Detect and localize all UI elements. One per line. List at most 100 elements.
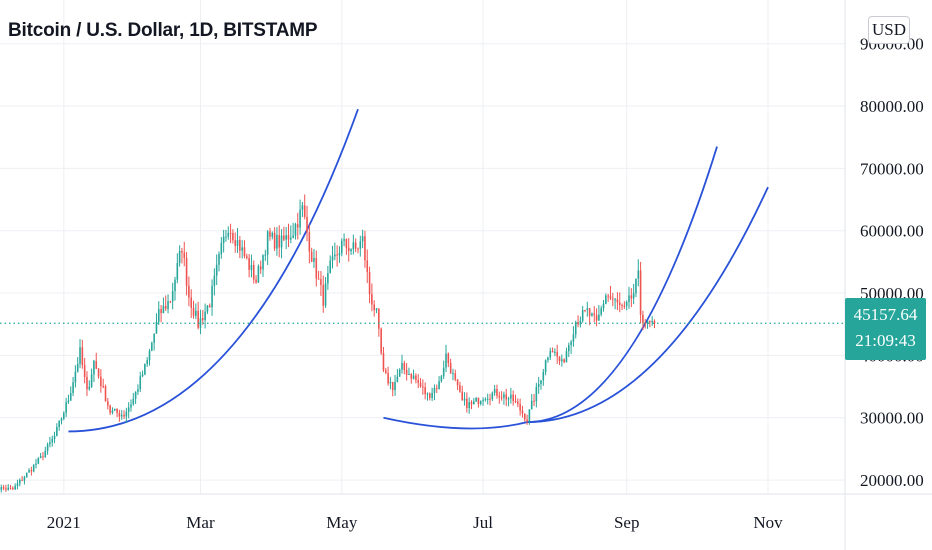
candle-body: [440, 376, 443, 382]
candle-body: [447, 353, 450, 364]
candle-body: [415, 375, 417, 381]
candle-body: [104, 386, 107, 402]
candle-body: [195, 310, 197, 316]
candle-body: [181, 250, 183, 253]
candle-body: [155, 321, 158, 334]
candle-body: [86, 376, 88, 390]
candlestick-series: [0, 194, 656, 493]
rounding-bottom-curves: [68, 108, 769, 433]
candle-body: [352, 242, 355, 250]
candle-body: [364, 236, 366, 261]
candle-body: [167, 301, 169, 309]
candle-body: [479, 401, 482, 404]
candle-body: [354, 242, 357, 249]
candle-body: [211, 285, 213, 308]
candle-body: [317, 278, 320, 280]
candle-body: [329, 260, 331, 274]
candle-body: [544, 360, 547, 372]
candle-body: [642, 314, 644, 323]
candle-body: [422, 386, 424, 388]
candle-body: [322, 285, 325, 306]
candle-body: [435, 388, 438, 390]
candle-body: [542, 371, 545, 381]
candle-body: [162, 305, 165, 314]
candle-body: [343, 239, 345, 241]
candle-body: [213, 275, 216, 286]
candle-body: [505, 394, 508, 400]
candle-body: [535, 386, 538, 402]
candle-body: [533, 400, 535, 402]
price-axis-label: 30000.00: [860, 409, 924, 428]
candle-body: [169, 301, 172, 303]
time-axis-label: Mar: [186, 513, 215, 532]
candle-body: [517, 401, 519, 405]
candle-body: [463, 398, 466, 401]
candle-body: [271, 232, 274, 237]
candle-body: [528, 409, 531, 422]
candle-body: [616, 299, 619, 303]
candle-body: [176, 263, 179, 280]
candle-body: [371, 294, 373, 305]
candle-body: [72, 382, 74, 394]
last-price-tag: 45157.64 21:09:43: [845, 298, 926, 360]
candle-body: [132, 398, 135, 405]
candle-body: [63, 412, 65, 419]
candle-body: [412, 375, 415, 379]
candle-body: [649, 320, 651, 323]
candle-body: [394, 381, 396, 391]
candle-body: [431, 392, 433, 398]
candle-body: [42, 456, 44, 458]
candle-body: [398, 369, 401, 377]
candle-body: [614, 299, 616, 301]
candle-body: [605, 295, 607, 304]
candle-body: [107, 401, 109, 406]
candle-body: [558, 356, 561, 362]
candle-body: [118, 412, 121, 417]
candle-body: [204, 311, 206, 321]
candle-body: [359, 241, 362, 249]
candle-body: [232, 233, 234, 241]
candle-body: [327, 273, 329, 284]
candle-body: [523, 413, 526, 420]
candle-body: [628, 295, 630, 302]
candle-body: [7, 487, 10, 490]
candle-body: [324, 283, 327, 306]
candle-body: [519, 404, 521, 411]
candle-body: [310, 251, 313, 262]
candle-body: [18, 479, 21, 484]
candle-body: [58, 420, 60, 427]
candle-body: [206, 305, 209, 312]
candle-body: [405, 369, 408, 375]
candle-body: [79, 347, 81, 364]
candle-body: [639, 270, 642, 315]
candle-body: [53, 435, 56, 439]
candle-body: [561, 359, 563, 362]
candle-body: [653, 320, 656, 324]
candle-body: [285, 235, 287, 240]
candle-body: [259, 266, 262, 270]
candle-body: [146, 360, 148, 364]
candle-body: [225, 236, 227, 238]
candle-body: [593, 313, 596, 316]
candle-body: [602, 303, 605, 309]
candle-body: [51, 438, 54, 443]
candle-body: [635, 278, 637, 294]
candle-body: [565, 351, 568, 363]
candle-body: [611, 298, 614, 300]
candle-body: [396, 376, 399, 382]
last-price-value: 45157.64: [853, 305, 918, 324]
candle-body: [74, 371, 77, 383]
rounding-curve-1: [68, 108, 359, 433]
candle-body: [424, 387, 426, 395]
currency-button[interactable]: USD: [868, 16, 910, 44]
candle-body: [526, 419, 528, 422]
candle-body: [100, 376, 102, 387]
candle-body: [5, 488, 7, 490]
candle-body: [609, 296, 612, 299]
candle-body: [246, 256, 248, 259]
candle-body: [190, 297, 193, 308]
candle-body: [250, 265, 253, 270]
candle-body: [123, 414, 125, 417]
candle-body: [500, 397, 503, 399]
